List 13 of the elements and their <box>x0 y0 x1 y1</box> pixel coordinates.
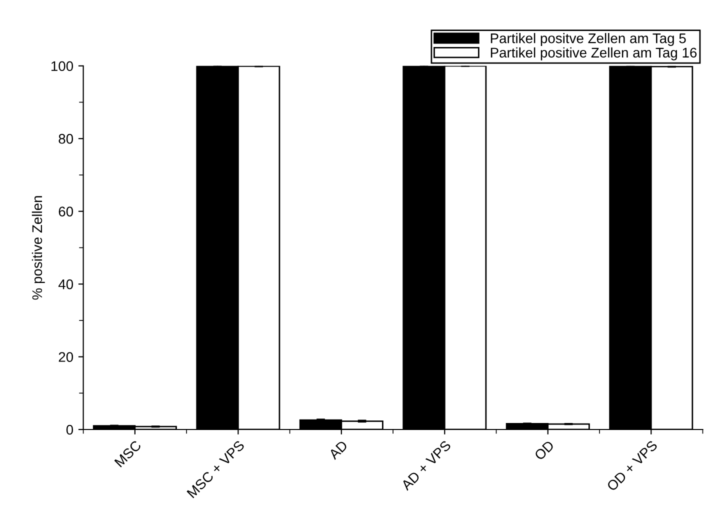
x-tick-label: OD <box>534 440 555 461</box>
y-tick-label: 40 <box>58 279 74 290</box>
x-tick-label: OD + VPS <box>606 440 658 492</box>
x-tick-label: AD + VPS <box>400 440 452 491</box>
legend-label: Partikel positive Zellen am Tag 16 <box>490 47 697 60</box>
y-tick-label: 0 <box>66 424 74 435</box>
y-tick-label: 60 <box>58 206 74 216</box>
y-axis-title: % positive Zellen <box>32 196 45 300</box>
y-tick-label: 100 <box>51 61 74 72</box>
legend-label: Partikel positve Zellen am Tag 5 <box>490 33 686 46</box>
y-tick-label: 20 <box>58 352 74 362</box>
x-tick-label: AD <box>328 440 348 460</box>
y-tick-label: 80 <box>58 134 74 144</box>
